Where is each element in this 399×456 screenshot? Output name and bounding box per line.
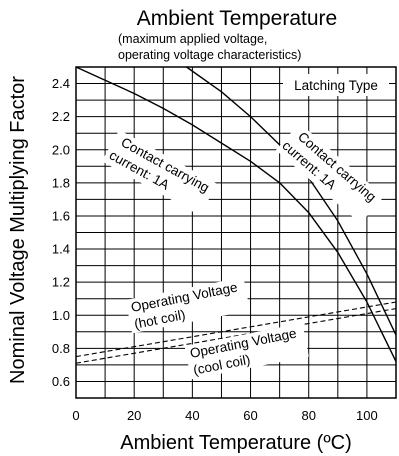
series-contact-current-1a-left [75,66,397,362]
y-tick-label: 1.8 [52,175,70,190]
series-lines [75,66,397,364]
chart-subtitle-line-2: operating voltage characteristics) [118,48,301,62]
x-tick-label: 0 [72,408,79,423]
label-operating-hot: Operating Voltage (hot coil) [125,277,250,334]
legend-box-label: Latching Type [294,78,378,93]
y-tick-label: 1.0 [52,308,70,323]
series-operating-voltage-cool-coil [75,308,397,364]
y-tick-label: 0.8 [52,341,70,356]
chart-subtitle-line-1: (maximum applied voltage, [118,32,267,46]
y-tick-label: 2.0 [52,142,70,157]
legend-box-bg [283,74,389,96]
x-tick-label: 40 [185,408,199,423]
y-axis-label: Nominal Voltage Multiplying Factor [7,76,29,384]
y-tick-label: 1.6 [52,208,70,223]
y-tick-label: 1.4 [52,242,70,257]
series-operating-voltage-hot-coil [75,301,397,358]
tick-labels: 0 20 40 60 80 100 0.6 0.8 1.0 1.2 1.4 1.6 1.8 2.0 2.2 2… [52,76,378,423]
y-tick-label: 2.2 [52,109,70,124]
y-tick-label: 0.6 [52,374,70,389]
chart-title: Ambient Temperature [137,7,337,30]
x-tick-label: 60 [243,408,257,423]
x-axis-label: Ambient Temperature (ºC) [120,432,351,454]
y-tick-label: 2.4 [52,76,70,91]
y-tick-label: 1.2 [52,275,70,290]
x-tick-label: 20 [127,408,141,423]
x-tick-label: 100 [356,408,378,423]
plot-area-frame [75,66,397,399]
x-tick-label: 80 [301,408,315,423]
label-contact-current-left: Contact carrying current: 1A [101,129,218,216]
